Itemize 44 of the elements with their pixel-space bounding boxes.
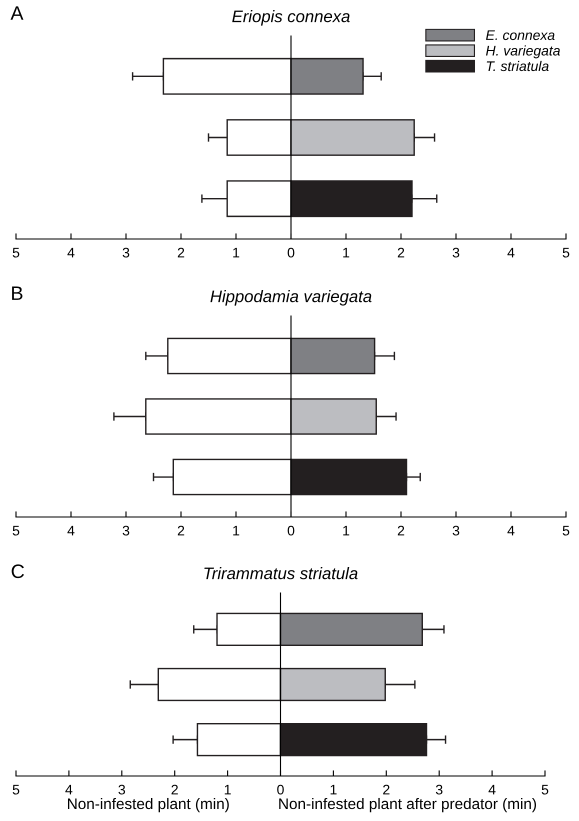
x-tick-label: 1 [330, 784, 337, 794]
text: Non-infested plant (min) [68, 798, 229, 812]
x-tick-label: 4 [507, 526, 514, 536]
legend-label: E. connexa [486, 30, 555, 40]
x-tick-label: 4 [67, 526, 74, 536]
text: C [12, 564, 24, 578]
x-tick-label: 2 [398, 248, 404, 258]
x-tick-label: 1 [224, 784, 231, 794]
x-tick-label: 5 [542, 784, 548, 795]
x-tick-label: 4 [507, 248, 514, 258]
legend-label: T. striatula [486, 60, 549, 72]
x-tick-label: 2 [178, 526, 184, 536]
x-tick-label: 2 [178, 248, 184, 258]
x-tick-label: 4 [65, 784, 72, 794]
x-tick-label: 2 [172, 784, 178, 794]
x-tick-label: 1 [233, 248, 240, 258]
x-tick-label: 0 [288, 526, 294, 536]
x-tick-label: 5 [12, 784, 20, 795]
text: Non-infested plant after predator (min) [279, 798, 536, 812]
x-tick-label: 5 [12, 526, 20, 536]
legend-label: H. variegata [486, 45, 560, 58]
chart-title: Hippodamia variegata [210, 290, 372, 306]
x-tick-label: 1 [343, 526, 350, 536]
chart-title: Eriopis connexa [232, 10, 350, 26]
x-tick-label: 1 [233, 526, 240, 536]
x-tick-label: 3 [452, 526, 460, 536]
x-tick-label: 3 [122, 248, 130, 258]
x-tick-label: 0 [277, 784, 284, 795]
x-tick-label: 2 [398, 526, 404, 536]
x-tick-label: 0 [288, 248, 294, 258]
x-tick-label: 3 [452, 248, 460, 258]
text: A [10, 6, 24, 20]
x-tick-label: 3 [122, 526, 130, 536]
x-tick-label: 3 [436, 784, 442, 795]
x-tick-label: 5 [562, 526, 570, 536]
x-tick-label: 5 [12, 248, 20, 258]
text: B [12, 286, 22, 300]
x-tick-label: 3 [118, 784, 126, 795]
x-tick-label: 1 [343, 248, 350, 258]
chart-title: Trirammatus striatula [204, 567, 358, 580]
x-tick-label: 4 [488, 784, 496, 794]
x-tick-label: 5 [562, 248, 570, 258]
x-tick-label: 2 [383, 784, 390, 794]
x-tick-label: 4 [67, 248, 74, 258]
